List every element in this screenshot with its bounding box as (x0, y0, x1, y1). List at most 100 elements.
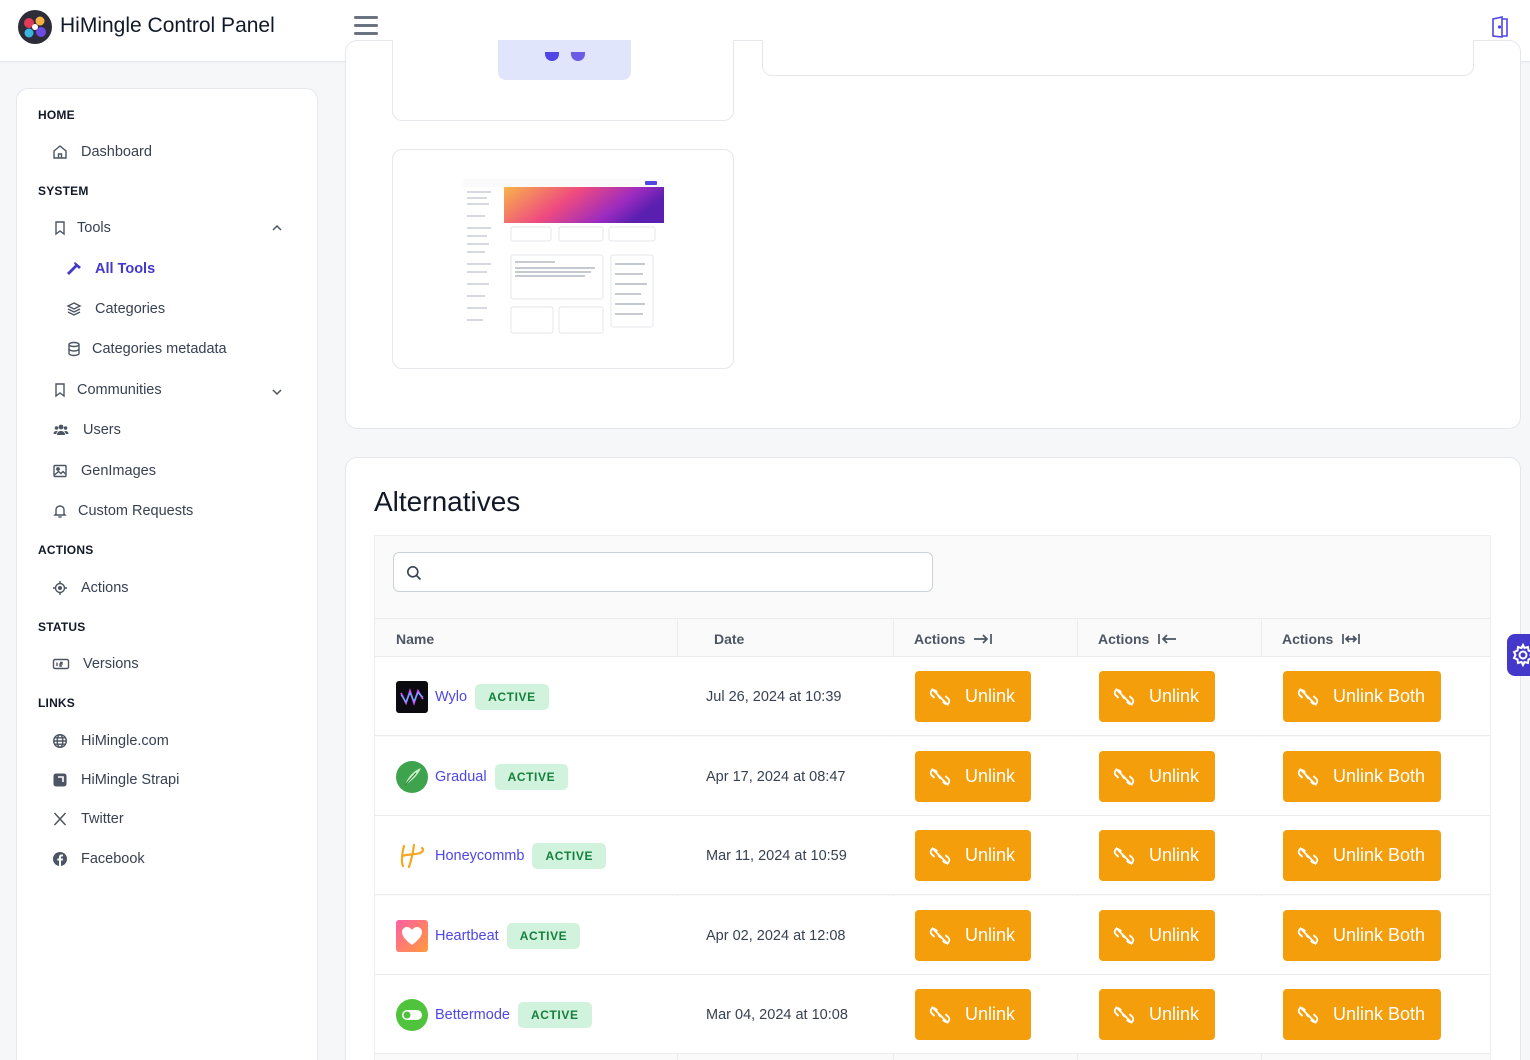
unlink-button[interactable]: Unlink (915, 751, 1032, 802)
wylo-logo (396, 680, 428, 713)
sidebar-item-label: Communities (77, 382, 162, 398)
unlink-icon (1113, 687, 1135, 706)
heartbeat-logo (396, 919, 428, 952)
menu-toggle-icon[interactable] (354, 14, 380, 38)
unlink-icon (929, 846, 951, 865)
sidebar-item-dashboard[interactable]: Dashboard (52, 144, 152, 160)
button-label: Unlink Both (1333, 686, 1426, 706)
sidebar-item-label: Users (83, 422, 121, 438)
strapi-icon (53, 773, 67, 787)
unlink-icon (929, 767, 951, 786)
tool-link[interactable]: Wylo (435, 688, 468, 705)
tool-link[interactable]: Heartbeat (435, 927, 499, 944)
sidebar-item-categories-metadata[interactable]: Categories metadata (66, 341, 227, 357)
sidebar-item-versions[interactable]: Versions (52, 656, 139, 672)
target-icon (53, 581, 67, 595)
section-links: LINKS (38, 696, 75, 710)
unlink-button[interactable]: Unlink (915, 671, 1032, 722)
column-header-label: Actions (1282, 630, 1334, 647)
unlink-button[interactable]: Unlink (915, 989, 1032, 1040)
unlink-button[interactable]: Unlink (1099, 671, 1216, 722)
chevron-down-icon[interactable] (271, 386, 283, 398)
sidebar-item-users[interactable]: Users (52, 422, 121, 438)
search-box[interactable] (393, 552, 933, 592)
button-label: Unlink Both (1333, 845, 1426, 865)
sidebar-item-label: Twitter (81, 811, 124, 827)
unlink-button[interactable]: Unlink (1099, 830, 1216, 881)
users-icon (53, 424, 69, 435)
unlink-icon (929, 1005, 951, 1024)
unlink-both-button[interactable]: Unlink Both (1283, 989, 1442, 1040)
sidebar-item-himingle-com[interactable]: HiMingle.com (52, 733, 169, 749)
unlink-icon (1297, 1005, 1319, 1024)
sidebar-item-actions[interactable]: Actions (52, 580, 129, 596)
sidebar-item-communities[interactable]: Communities (52, 382, 162, 398)
unlink-button[interactable]: Unlink (915, 830, 1032, 881)
sidebar-item-facebook[interactable]: Facebook (52, 851, 145, 867)
button-label: Unlink Both (1333, 766, 1426, 786)
button-label: Unlink (1149, 925, 1200, 945)
sidebar-item-categories[interactable]: Categories (66, 301, 165, 317)
app-screenshot-image (463, 179, 664, 336)
status-badge: ACTIVE (506, 922, 581, 949)
sidebar-item-label: Dashboard (81, 144, 152, 160)
tool-link[interactable]: Honeycommb (435, 847, 525, 864)
himingle-logo[interactable] (17, 9, 53, 45)
tool-link[interactable]: Gradual (435, 768, 487, 785)
status-badge: ACTIVE (475, 683, 549, 710)
status-badge: ACTIVE (532, 842, 607, 869)
unlink-icon (1297, 767, 1319, 786)
button-label: Unlink (965, 686, 1016, 706)
arrows-left-right-to-line-icon (1342, 633, 1361, 644)
unlink-button[interactable]: Unlink (1099, 910, 1216, 961)
door-icon[interactable] (1490, 16, 1510, 38)
sidebar-item-twitter[interactable]: Twitter (52, 811, 124, 827)
date-cell: Apr 17, 2024 at 08:47 (706, 768, 846, 785)
column-header-actions-left: Actions (1098, 619, 1177, 658)
chevron-up-icon[interactable] (271, 222, 283, 234)
table-row: Bettermode ACTIVE Mar 04, 2024 at 10:08 … (375, 975, 1490, 1054)
unlink-icon (1297, 926, 1319, 945)
facebook-icon (53, 852, 67, 866)
sidebar-item-label: Custom Requests (78, 503, 194, 519)
column-header-name[interactable]: Name (396, 630, 435, 647)
x-twitter-icon (53, 812, 67, 826)
sidebar-item-custom-requests[interactable]: Custom Requests (52, 503, 193, 519)
app-title: HiMingle Control Panel (60, 14, 275, 37)
button-label: Unlink (965, 766, 1016, 786)
search-input[interactable] (428, 553, 918, 591)
gear-icon (1512, 643, 1530, 667)
image-thumbnail[interactable] (392, 40, 734, 121)
table-row: Wylo ACTIVE Jul 26, 2024 at 10:39 Unlink… (375, 657, 1490, 736)
bettermode-logo (396, 998, 428, 1031)
unlink-both-button[interactable]: Unlink Both (1283, 671, 1442, 722)
sidebar-item-genimages[interactable]: GenImages (52, 463, 156, 479)
image-thumbnail-screenshot[interactable] (392, 149, 734, 369)
unlink-button[interactable]: Unlink (915, 910, 1032, 961)
arrow-left-to-line-icon (1158, 633, 1177, 644)
column-header-actions-both: Actions (1282, 619, 1361, 658)
search-icon (407, 566, 422, 581)
column-header-date[interactable]: Date (714, 630, 745, 647)
unlink-icon (1297, 846, 1319, 865)
sidebar-item-tools[interactable]: Tools (52, 220, 111, 236)
unlink-both-button[interactable]: Unlink Both (1283, 751, 1442, 802)
unlink-button[interactable]: Unlink (1099, 751, 1216, 802)
globe-icon (52, 733, 68, 749)
status-badge: ACTIVE (494, 763, 569, 790)
unlink-button[interactable]: Unlink (1099, 989, 1216, 1040)
sidebar-item-himingle-strapi[interactable]: HiMingle Strapi (52, 772, 179, 788)
unlink-icon (1113, 846, 1135, 865)
status-badge: ACTIVE (517, 1001, 592, 1028)
arrow-right-to-line-icon (974, 633, 993, 644)
unlink-both-button[interactable]: Unlink Both (1283, 910, 1442, 961)
sidebar-item-all-tools[interactable]: All Tools (66, 261, 155, 277)
sidebar-item-label: HiMingle Strapi (81, 772, 180, 788)
tool-link[interactable]: Bettermode (435, 1006, 510, 1023)
button-label: Unlink (1149, 845, 1200, 865)
thumbnail-image (498, 40, 631, 80)
unlink-both-button[interactable]: Unlink Both (1283, 830, 1442, 881)
settings-panel-toggle[interactable] (1507, 634, 1530, 676)
section-home: HOME (38, 108, 75, 122)
layers-icon (66, 302, 82, 316)
